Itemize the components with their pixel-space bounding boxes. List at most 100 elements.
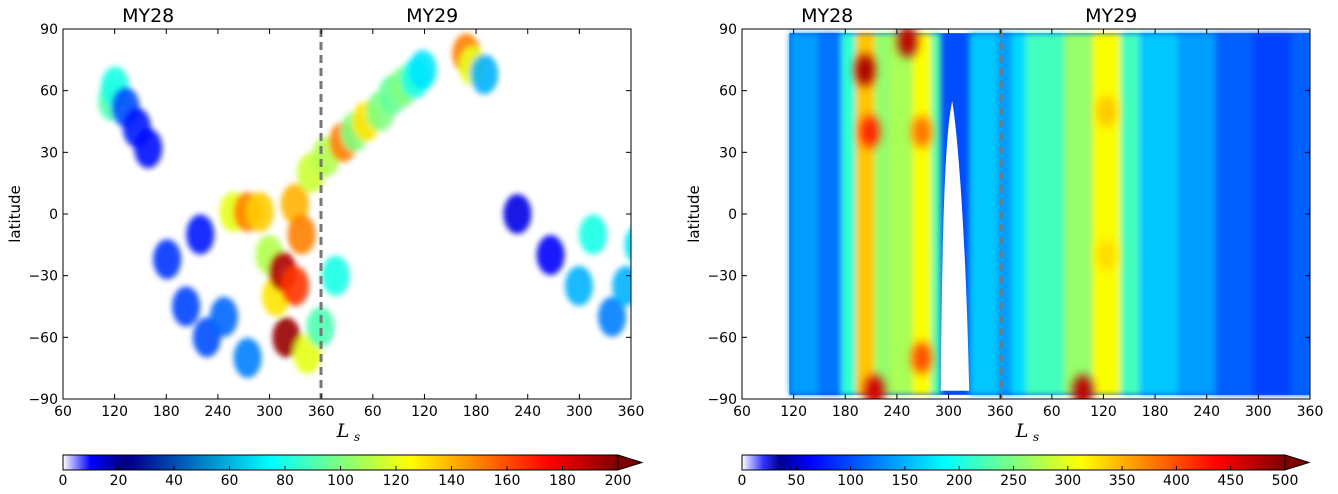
hotspot-0 xyxy=(855,54,876,87)
density-25 xyxy=(321,255,350,296)
year-label-my28: MY28 xyxy=(801,5,853,27)
colorbar-tick-label: 150 xyxy=(892,473,919,489)
band-1 xyxy=(817,33,842,395)
colorbar-tick-label: 400 xyxy=(1163,473,1190,489)
y-axis-title: latitude xyxy=(6,185,24,243)
x-tick-label: 300 xyxy=(566,404,593,420)
band-5 xyxy=(888,33,913,395)
y-tick-label: −60 xyxy=(707,330,737,346)
x-tick-label: 120 xyxy=(101,404,128,420)
colorbar-tick-label: 100 xyxy=(327,473,354,489)
x-tick-label: 240 xyxy=(1193,404,1220,420)
hotspot-8 xyxy=(864,374,885,399)
hotspot-7 xyxy=(1072,374,1093,399)
band-8 xyxy=(969,33,998,395)
y-tick-label: −60 xyxy=(28,330,58,346)
y-tick-label: 0 xyxy=(49,207,58,223)
colorbar-tick-label: 120 xyxy=(383,473,410,489)
colorbar-tick-label: 0 xyxy=(59,473,68,489)
colorbar-tick-label: 200 xyxy=(946,473,973,489)
x-tick-label: 360 xyxy=(618,404,645,420)
density-17 xyxy=(272,317,301,358)
y-tick-label: −30 xyxy=(707,269,737,285)
colorbar-extend-arrow xyxy=(1284,454,1311,471)
band-7 xyxy=(931,33,941,395)
colorbar-tick-label: 450 xyxy=(1217,473,1244,489)
x-tick-label: 240 xyxy=(205,404,232,420)
band-4 xyxy=(874,33,889,395)
colorbar-tick-label: 500 xyxy=(1272,473,1299,489)
density-38 xyxy=(536,235,565,276)
colorbar-tick-label: 180 xyxy=(549,473,576,489)
band-15 xyxy=(1139,33,1178,395)
density-33 xyxy=(408,50,437,91)
band-6 xyxy=(912,33,932,395)
colorbar-tick-label: 0 xyxy=(738,473,747,489)
x-axis-title: L xyxy=(336,420,350,442)
heatmap-cells xyxy=(98,33,668,378)
density-37 xyxy=(503,194,532,234)
x-tick-label: 360 xyxy=(308,404,335,420)
band-17 xyxy=(1215,33,1254,395)
band-14 xyxy=(1120,33,1140,395)
band-0 xyxy=(789,33,818,395)
band-16 xyxy=(1177,33,1216,395)
band-12 xyxy=(1063,33,1093,395)
density-18 xyxy=(280,265,309,306)
x-tick-label: 240 xyxy=(514,404,541,420)
band-13 xyxy=(1092,33,1121,395)
band-18 xyxy=(1253,33,1292,395)
x-tick-label: 240 xyxy=(884,404,911,420)
density-4 xyxy=(134,128,163,169)
colorbar-tick-label: 300 xyxy=(1054,473,1081,489)
y-tick-label: 0 xyxy=(728,207,737,223)
density-5 xyxy=(153,239,182,280)
colorbar-tick-label: 250 xyxy=(1000,473,1027,489)
panel-right: 60 120 180 240 300 360 60 120 180 240 300 360906030… xyxy=(685,5,1324,489)
x-tick-label: 120 xyxy=(411,404,438,420)
x-tick-label: 60 xyxy=(364,404,382,420)
x-axis-title-subscript: s xyxy=(354,430,360,444)
density-44 xyxy=(640,173,668,213)
density-23 xyxy=(306,307,335,348)
density-9 xyxy=(209,296,238,337)
band-11 xyxy=(1026,33,1064,395)
density-7 xyxy=(186,214,215,255)
colorbar-tick-label: 160 xyxy=(494,473,521,489)
x-tick-label: 360 xyxy=(1297,404,1324,420)
density-42 xyxy=(612,265,631,306)
x-tick-label: 180 xyxy=(153,404,180,420)
y-tick-label: 60 xyxy=(719,84,737,100)
x-tick-label: 60 xyxy=(733,404,751,420)
density-20 xyxy=(287,214,316,255)
x-axis-title: L xyxy=(1015,420,1029,442)
year-label-my29: MY29 xyxy=(1085,5,1137,27)
density-6 xyxy=(172,286,201,327)
y-axis-title: latitude xyxy=(685,185,703,243)
colorbar-extend-arrow xyxy=(617,454,644,471)
hotspot-6 xyxy=(1096,239,1117,272)
x-tick-label: 60 xyxy=(1043,404,1061,420)
hotspot-3 xyxy=(911,115,932,148)
y-tick-label: 30 xyxy=(40,145,58,161)
density-43 xyxy=(624,228,631,262)
density-13 xyxy=(233,337,262,378)
y-tick-label: −90 xyxy=(28,392,58,408)
x-tick-label: 300 xyxy=(256,404,283,420)
density-40 xyxy=(579,214,608,255)
year-label-my29: MY29 xyxy=(406,5,458,27)
colorbar-tick-label: 80 xyxy=(276,473,294,489)
colorbar-tick-label: 100 xyxy=(837,473,864,489)
x-tick-label: 180 xyxy=(463,404,490,420)
x-tick-label: 300 xyxy=(935,404,962,420)
x-axis-title-subscript: s xyxy=(1033,430,1039,444)
y-tick-label: 90 xyxy=(40,22,58,38)
colorbar-tick-label: 40 xyxy=(165,473,183,489)
density-12 xyxy=(245,191,274,232)
band-19 xyxy=(1291,33,1310,395)
band-3 xyxy=(855,33,875,395)
year-label-my28: MY28 xyxy=(122,5,174,27)
heatmap-cells xyxy=(789,29,1310,399)
x-tick-label: 180 xyxy=(1142,404,1169,420)
